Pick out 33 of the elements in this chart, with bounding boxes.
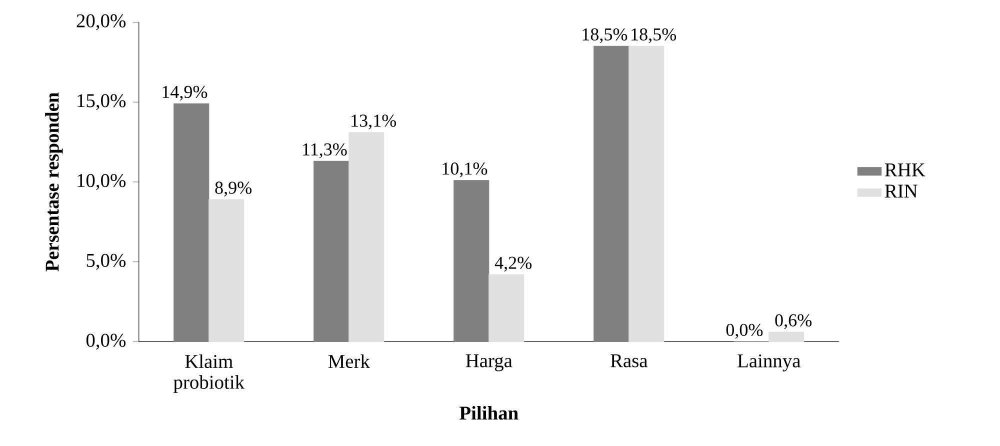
legend-label: RIN bbox=[884, 184, 918, 198]
y-tick-label: 5,0% bbox=[86, 254, 126, 270]
y-tick-label: 0,0% bbox=[86, 334, 126, 350]
bar bbox=[488, 274, 524, 342]
bar bbox=[454, 180, 490, 342]
y-tick-label: 15,0% bbox=[78, 94, 126, 110]
x-tick-label: Lainnya bbox=[738, 354, 800, 372]
x-tick-label: Klaim probiotik bbox=[174, 354, 245, 393]
bar bbox=[174, 103, 210, 342]
x-tick-label: Merk bbox=[328, 354, 370, 368]
bar bbox=[348, 132, 384, 342]
data-label: 4,2% bbox=[494, 256, 532, 272]
bar bbox=[314, 160, 350, 342]
x-tick-label: Harga bbox=[466, 354, 512, 372]
bar bbox=[208, 199, 244, 342]
x-tick-label: Rasa bbox=[610, 354, 648, 368]
data-label: 11,3% bbox=[303, 143, 347, 158]
x-axis-title: Pilihan bbox=[460, 406, 518, 420]
bar bbox=[594, 46, 630, 342]
y-tick-label: 10,0% bbox=[78, 174, 126, 190]
data-label: 18,5% bbox=[632, 28, 676, 44]
data-label: 10,1% bbox=[442, 162, 488, 178]
data-label: 18,5% bbox=[582, 28, 628, 44]
data-label: 8,9% bbox=[215, 182, 252, 197]
data-label: 14,9% bbox=[162, 86, 208, 101]
legend-label: RHK bbox=[884, 164, 926, 176]
bar bbox=[628, 46, 664, 342]
bar bbox=[768, 332, 804, 342]
data-label: 13,1% bbox=[352, 114, 396, 130]
data-label: 0,6% bbox=[775, 314, 812, 330]
y-axis-title: Persentase responden bbox=[45, 92, 63, 272]
y-tick-label: 20,0% bbox=[76, 14, 126, 30]
data-label: 0,0% bbox=[726, 324, 763, 339]
